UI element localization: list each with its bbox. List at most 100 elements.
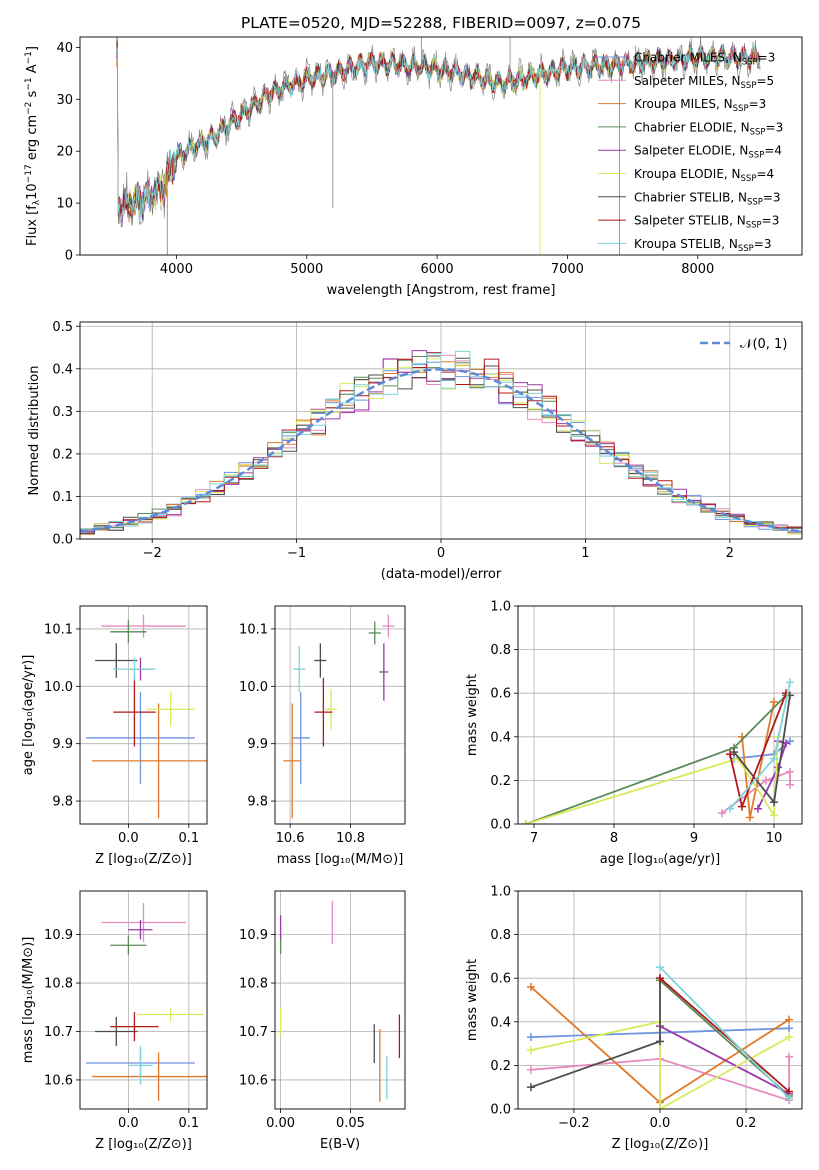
x-axis-label: E(B-V) — [320, 1137, 360, 1152]
legend-label: Kroupa MILES, NSSP=3 — [634, 97, 766, 114]
x-axis-label: age [log₁₀(age/yr)] — [600, 852, 721, 867]
legend-label: Salpeter STELIB, NSSP=3 — [634, 214, 779, 231]
y-tick-label: 0.1 — [52, 490, 73, 505]
legend-label-sub: SSP — [750, 127, 766, 137]
y-label-part: erg cm — [25, 115, 40, 164]
y-tick-label: 10.8 — [239, 977, 268, 992]
spectrum-lines — [116, 37, 761, 255]
y-axis-label: mass weight — [465, 674, 480, 756]
legend-label-sub: SSP — [748, 151, 764, 161]
legend-label-suffix: =3 — [762, 214, 780, 228]
weight-lines — [522, 678, 794, 824]
x-axis-label: Z [log₁₀(Z/Z⊙)] — [612, 1137, 709, 1152]
ebv-mass-panel: 0.00 0.05 10.6 10.7 10.8 10.9 E(B-V) — [239, 890, 406, 1152]
spectrum-krou_stelib — [116, 44, 761, 225]
x-tick-label: 9 — [690, 831, 698, 846]
weight-series — [659, 977, 790, 1093]
legend-label-main: Salpeter MILES, N — [634, 74, 741, 88]
age-weight-panel: 7 8 9 10 0.0 0.2 0.4 0.6 0.8 1.0 age [log₁₀(age/yr… — [465, 600, 803, 867]
weight-series — [659, 1025, 790, 1095]
y-tick-label: 1.0 — [490, 885, 511, 900]
weight-lines — [526, 963, 794, 1109]
y-tick-label: 0.6 — [490, 972, 511, 987]
y-label-part: −1 — [24, 77, 34, 90]
y-tick-label: 10.6 — [239, 1073, 268, 1088]
axes-frame — [79, 36, 803, 256]
weight-series — [530, 1020, 790, 1109]
y-tick-label: 9.9 — [52, 737, 73, 752]
legend-label-main: Chabrier STELIB, N — [634, 190, 747, 204]
y-tick-label: 10.9 — [239, 928, 268, 943]
y-label-part: A — [25, 64, 40, 77]
x-tick-label: 0.0 — [650, 1116, 671, 1131]
y-tick-label: 10.8 — [44, 977, 73, 992]
y-tick-label: 10.0 — [239, 680, 268, 695]
y-tick-label: 0.0 — [490, 818, 511, 833]
x-tick-label: 6000 — [421, 262, 454, 277]
y-tick-label: 10 — [56, 197, 73, 212]
y-label-part: ] — [25, 46, 40, 51]
y-label-part: λ — [32, 199, 42, 205]
legend-label-main: Kroupa STELIB, N — [634, 237, 738, 251]
x-axis-label: mass [log₁₀(M/M⊙)] — [277, 852, 404, 867]
x-tick-label: 0.0 — [118, 831, 139, 846]
x-axis-label: Z [log₁₀(Z/Z⊙)] — [95, 852, 192, 867]
axes-frame — [517, 605, 803, 825]
mass-age-panel: 10.6 10.8 9.8 9.9 10.0 10.1 mass [log₁₀(M/M⊙)] — [239, 605, 406, 867]
y-label-part: s — [25, 90, 40, 101]
legend-label: Chabrier ELODIE, NSSP=3 — [634, 120, 783, 137]
axes-frame — [274, 890, 406, 1110]
x-tick-label: 7 — [530, 831, 538, 846]
x-tick-label: 8 — [610, 831, 618, 846]
legend-label-main: Chabrier ELODIE, N — [634, 120, 750, 134]
residuals-legend: 𝒩(0, 1) — [700, 337, 787, 352]
legend-label-sub: SSP — [742, 58, 758, 68]
legend-label-main: Salpeter ELODIE, N — [634, 144, 748, 158]
legend-label-sub: SSP — [741, 81, 757, 91]
x-tick-label: 10.6 — [276, 831, 305, 846]
weight-series — [659, 966, 790, 1099]
y-axis-label: Normed distribution — [27, 366, 42, 496]
z-weight-panel: −0.2 0.0 0.2 0.0 0.2 0.4 0.6 0.8 1.0 Z [log₁₀(Z/Z… — [465, 885, 803, 1152]
axes-frame — [517, 890, 803, 1110]
axes-frame — [79, 321, 803, 540]
y-tick-label: 0.2 — [490, 774, 511, 789]
y-tick-label: 10.1 — [239, 622, 268, 637]
y-tick-label: 9.8 — [247, 795, 268, 810]
x-tick-label: 1 — [581, 546, 589, 561]
x-tick-label: 5000 — [290, 262, 323, 277]
x-tick-label: 10 — [766, 831, 783, 846]
y-tick-label: 10.6 — [44, 1073, 73, 1088]
legend-label-main: Chabrier MILES, N — [634, 51, 742, 65]
y-tick-label: 9.8 — [52, 795, 73, 810]
legend-label: Salpeter MILES, NSSP=5 — [634, 74, 774, 91]
y-tick-label: 0.6 — [490, 687, 511, 702]
y-tick-label: 10.7 — [239, 1025, 268, 1040]
legend-label: Kroupa ELODIE, NSSP=4 — [634, 167, 774, 184]
legend-label-sub: SSP — [747, 197, 763, 207]
y-tick-label: 0.4 — [490, 1015, 511, 1030]
x-tick-label: 0.1 — [179, 1116, 200, 1131]
legend-label: Chabrier MILES, NSSP=3 — [634, 51, 775, 68]
legend-label-main: Kroupa MILES, N — [634, 97, 733, 111]
spectrum-title: PLATE=0520, MJD=52288, FIBERID=0097, z=0… — [241, 14, 641, 32]
x-axis-label: wavelength [Angstrom, rest frame] — [327, 283, 556, 298]
legend-label: Kroupa STELIB, NSSP=3 — [634, 237, 772, 254]
x-tick-label: 4000 — [160, 262, 193, 277]
x-tick-label: 10.8 — [336, 831, 365, 846]
y-tick-label: 0.8 — [490, 928, 511, 943]
y-axis-label: mass weight — [465, 959, 480, 1041]
x-tick-label: 2 — [726, 546, 734, 561]
y-tick-label: 0.0 — [52, 533, 73, 548]
legend-label-suffix: =3 — [758, 51, 776, 65]
y-label-part: −17 — [24, 164, 34, 183]
legend-label: 𝒩(0, 1) — [740, 337, 787, 352]
legend-label-sub: SSP — [738, 244, 754, 254]
y-label-part: −2 — [24, 102, 34, 115]
y-label-part: −1 — [24, 51, 34, 64]
x-axis-label: Z [log₁₀(Z/Z⊙)] — [95, 1137, 192, 1152]
histogram-krou_stelib — [80, 350, 802, 533]
legend-label-sub: SSP — [741, 174, 757, 184]
